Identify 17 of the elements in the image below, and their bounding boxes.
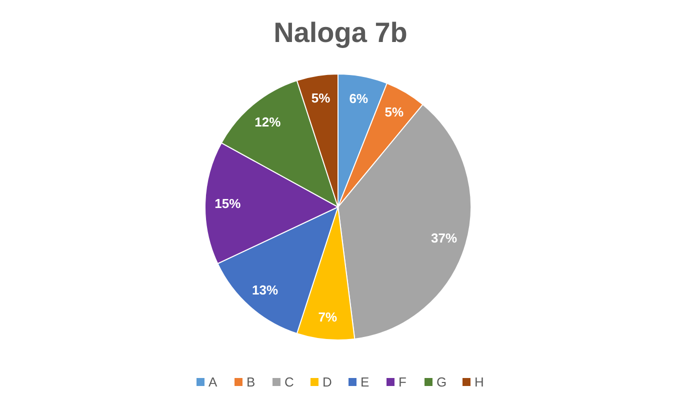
legend-label: G bbox=[436, 374, 447, 390]
legend-label: B bbox=[246, 374, 256, 390]
data-label: 13% bbox=[252, 282, 278, 298]
data-label: 5% bbox=[384, 104, 404, 120]
legend-label: H bbox=[474, 374, 484, 390]
data-label: 37% bbox=[430, 230, 458, 246]
data-label: 12% bbox=[254, 114, 282, 130]
legend-label: A bbox=[208, 374, 218, 390]
legend-label: F bbox=[398, 374, 406, 390]
legend-label: C bbox=[284, 374, 294, 390]
legend-label: E bbox=[360, 374, 370, 390]
data-label: 15% bbox=[214, 196, 242, 212]
legend-label: D bbox=[322, 374, 332, 390]
data-label: 6% bbox=[349, 91, 369, 106]
chart-title: Naloga 7b bbox=[274, 17, 408, 48]
data-label: 5% bbox=[311, 90, 331, 106]
data-label: 7% bbox=[318, 309, 338, 324]
